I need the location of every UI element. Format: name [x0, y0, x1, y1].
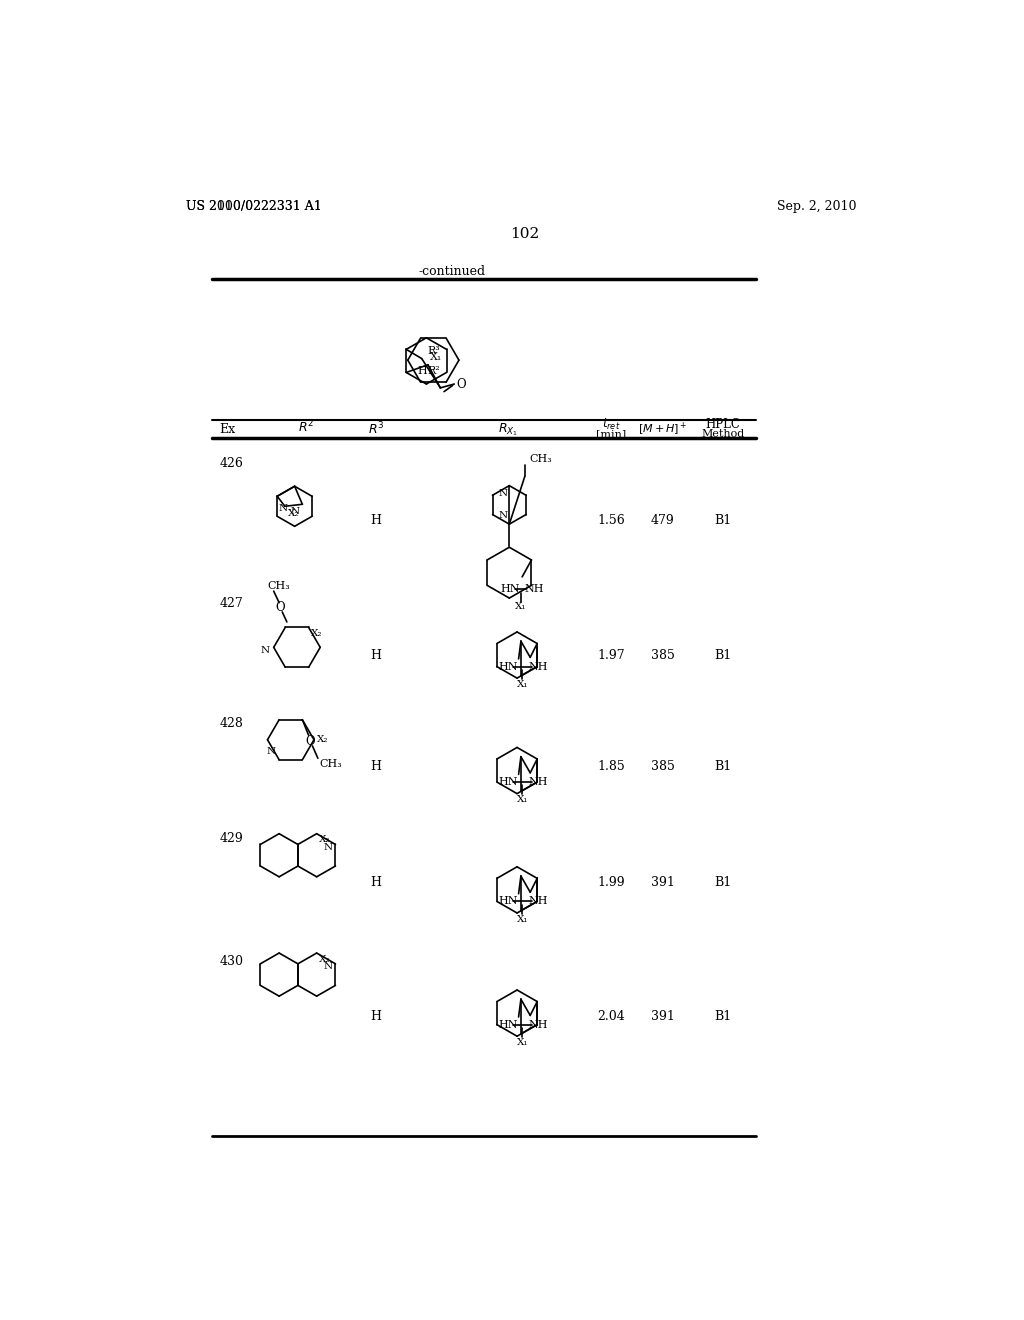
Text: B1: B1: [715, 513, 732, 527]
Text: 385: 385: [651, 760, 675, 774]
Text: HN: HN: [500, 585, 519, 594]
Text: 430: 430: [219, 956, 244, 969]
Text: [min]: [min]: [596, 429, 626, 440]
Text: N: N: [291, 507, 300, 516]
Text: B1: B1: [715, 648, 732, 661]
Text: O: O: [457, 378, 466, 391]
Text: X₂: X₂: [288, 510, 300, 519]
Text: HN: HN: [499, 896, 518, 907]
Text: N: N: [261, 645, 270, 655]
Text: N: N: [499, 511, 508, 520]
Text: X₂: X₂: [317, 735, 329, 744]
Text: -continued: -continued: [419, 265, 485, 279]
Text: $R^3$: $R^3$: [368, 421, 384, 438]
Text: CH₃: CH₃: [319, 759, 342, 770]
Text: H: H: [418, 367, 427, 376]
Text: H: H: [371, 648, 382, 661]
Text: B1: B1: [715, 760, 732, 774]
Text: 1.56: 1.56: [597, 513, 625, 527]
Text: $[M+H]^+$: $[M+H]^+$: [638, 421, 687, 438]
Text: N: N: [279, 504, 288, 513]
Text: 428: 428: [219, 717, 244, 730]
Text: B1: B1: [715, 875, 732, 888]
Text: H: H: [371, 1010, 382, 1023]
Text: X₂: X₂: [311, 630, 323, 638]
Text: HN: HN: [499, 1019, 518, 1030]
Text: N: N: [324, 843, 333, 851]
Text: NH: NH: [528, 1019, 548, 1030]
Text: Ex: Ex: [219, 422, 236, 436]
Text: H: H: [371, 513, 382, 527]
Text: HN: HN: [499, 661, 518, 672]
Text: $R^2$: $R^2$: [298, 418, 314, 436]
Text: O: O: [305, 735, 315, 748]
Text: 1.97: 1.97: [597, 648, 625, 661]
Text: N: N: [499, 490, 508, 499]
Text: HN: HN: [499, 777, 518, 787]
Text: B1: B1: [715, 1010, 732, 1023]
Text: X₁: X₁: [517, 680, 528, 689]
Text: X₁: X₁: [517, 796, 528, 804]
Text: N: N: [324, 962, 333, 972]
Text: X₂: X₂: [319, 836, 331, 845]
Text: X₁: X₁: [517, 1038, 528, 1047]
Text: NH: NH: [528, 661, 548, 672]
Text: US 2100/0222331 A1: US 2100/0222331 A1: [186, 199, 322, 213]
Text: H: H: [371, 875, 382, 888]
Text: CH₃: CH₃: [529, 454, 552, 463]
Text: Method: Method: [701, 429, 744, 440]
Text: 1.85: 1.85: [597, 760, 625, 774]
Text: 2.04: 2.04: [597, 1010, 625, 1023]
Text: 391: 391: [651, 1010, 675, 1023]
Text: H: H: [371, 760, 382, 774]
Text: US 2010/0222331 A1: US 2010/0222331 A1: [186, 199, 322, 213]
Text: R³: R³: [428, 346, 440, 356]
Text: NH: NH: [528, 896, 548, 907]
Text: $R_{X_1}$: $R_{X_1}$: [498, 421, 518, 438]
Text: 429: 429: [219, 832, 244, 845]
Text: Sep. 2, 2010: Sep. 2, 2010: [777, 199, 856, 213]
Text: N: N: [267, 747, 276, 756]
Text: 426: 426: [219, 457, 244, 470]
Text: 391: 391: [651, 875, 675, 888]
Text: NH: NH: [528, 777, 548, 787]
Text: X₁: X₁: [517, 915, 528, 924]
Text: $t_{ret}$: $t_{ret}$: [601, 417, 621, 433]
Text: 102: 102: [510, 227, 540, 240]
Text: X₁: X₁: [515, 602, 526, 611]
Text: CH₃: CH₃: [267, 581, 290, 591]
Text: 385: 385: [651, 648, 675, 661]
Text: X₂: X₂: [319, 954, 331, 964]
Text: O: O: [275, 601, 286, 614]
Text: 427: 427: [219, 598, 244, 610]
Text: NH: NH: [524, 585, 544, 594]
Text: HPLC: HPLC: [706, 418, 740, 432]
Text: X₁: X₁: [430, 352, 442, 362]
Text: 479: 479: [651, 513, 675, 527]
Text: R²: R²: [428, 366, 440, 376]
Text: 1.99: 1.99: [597, 875, 625, 888]
